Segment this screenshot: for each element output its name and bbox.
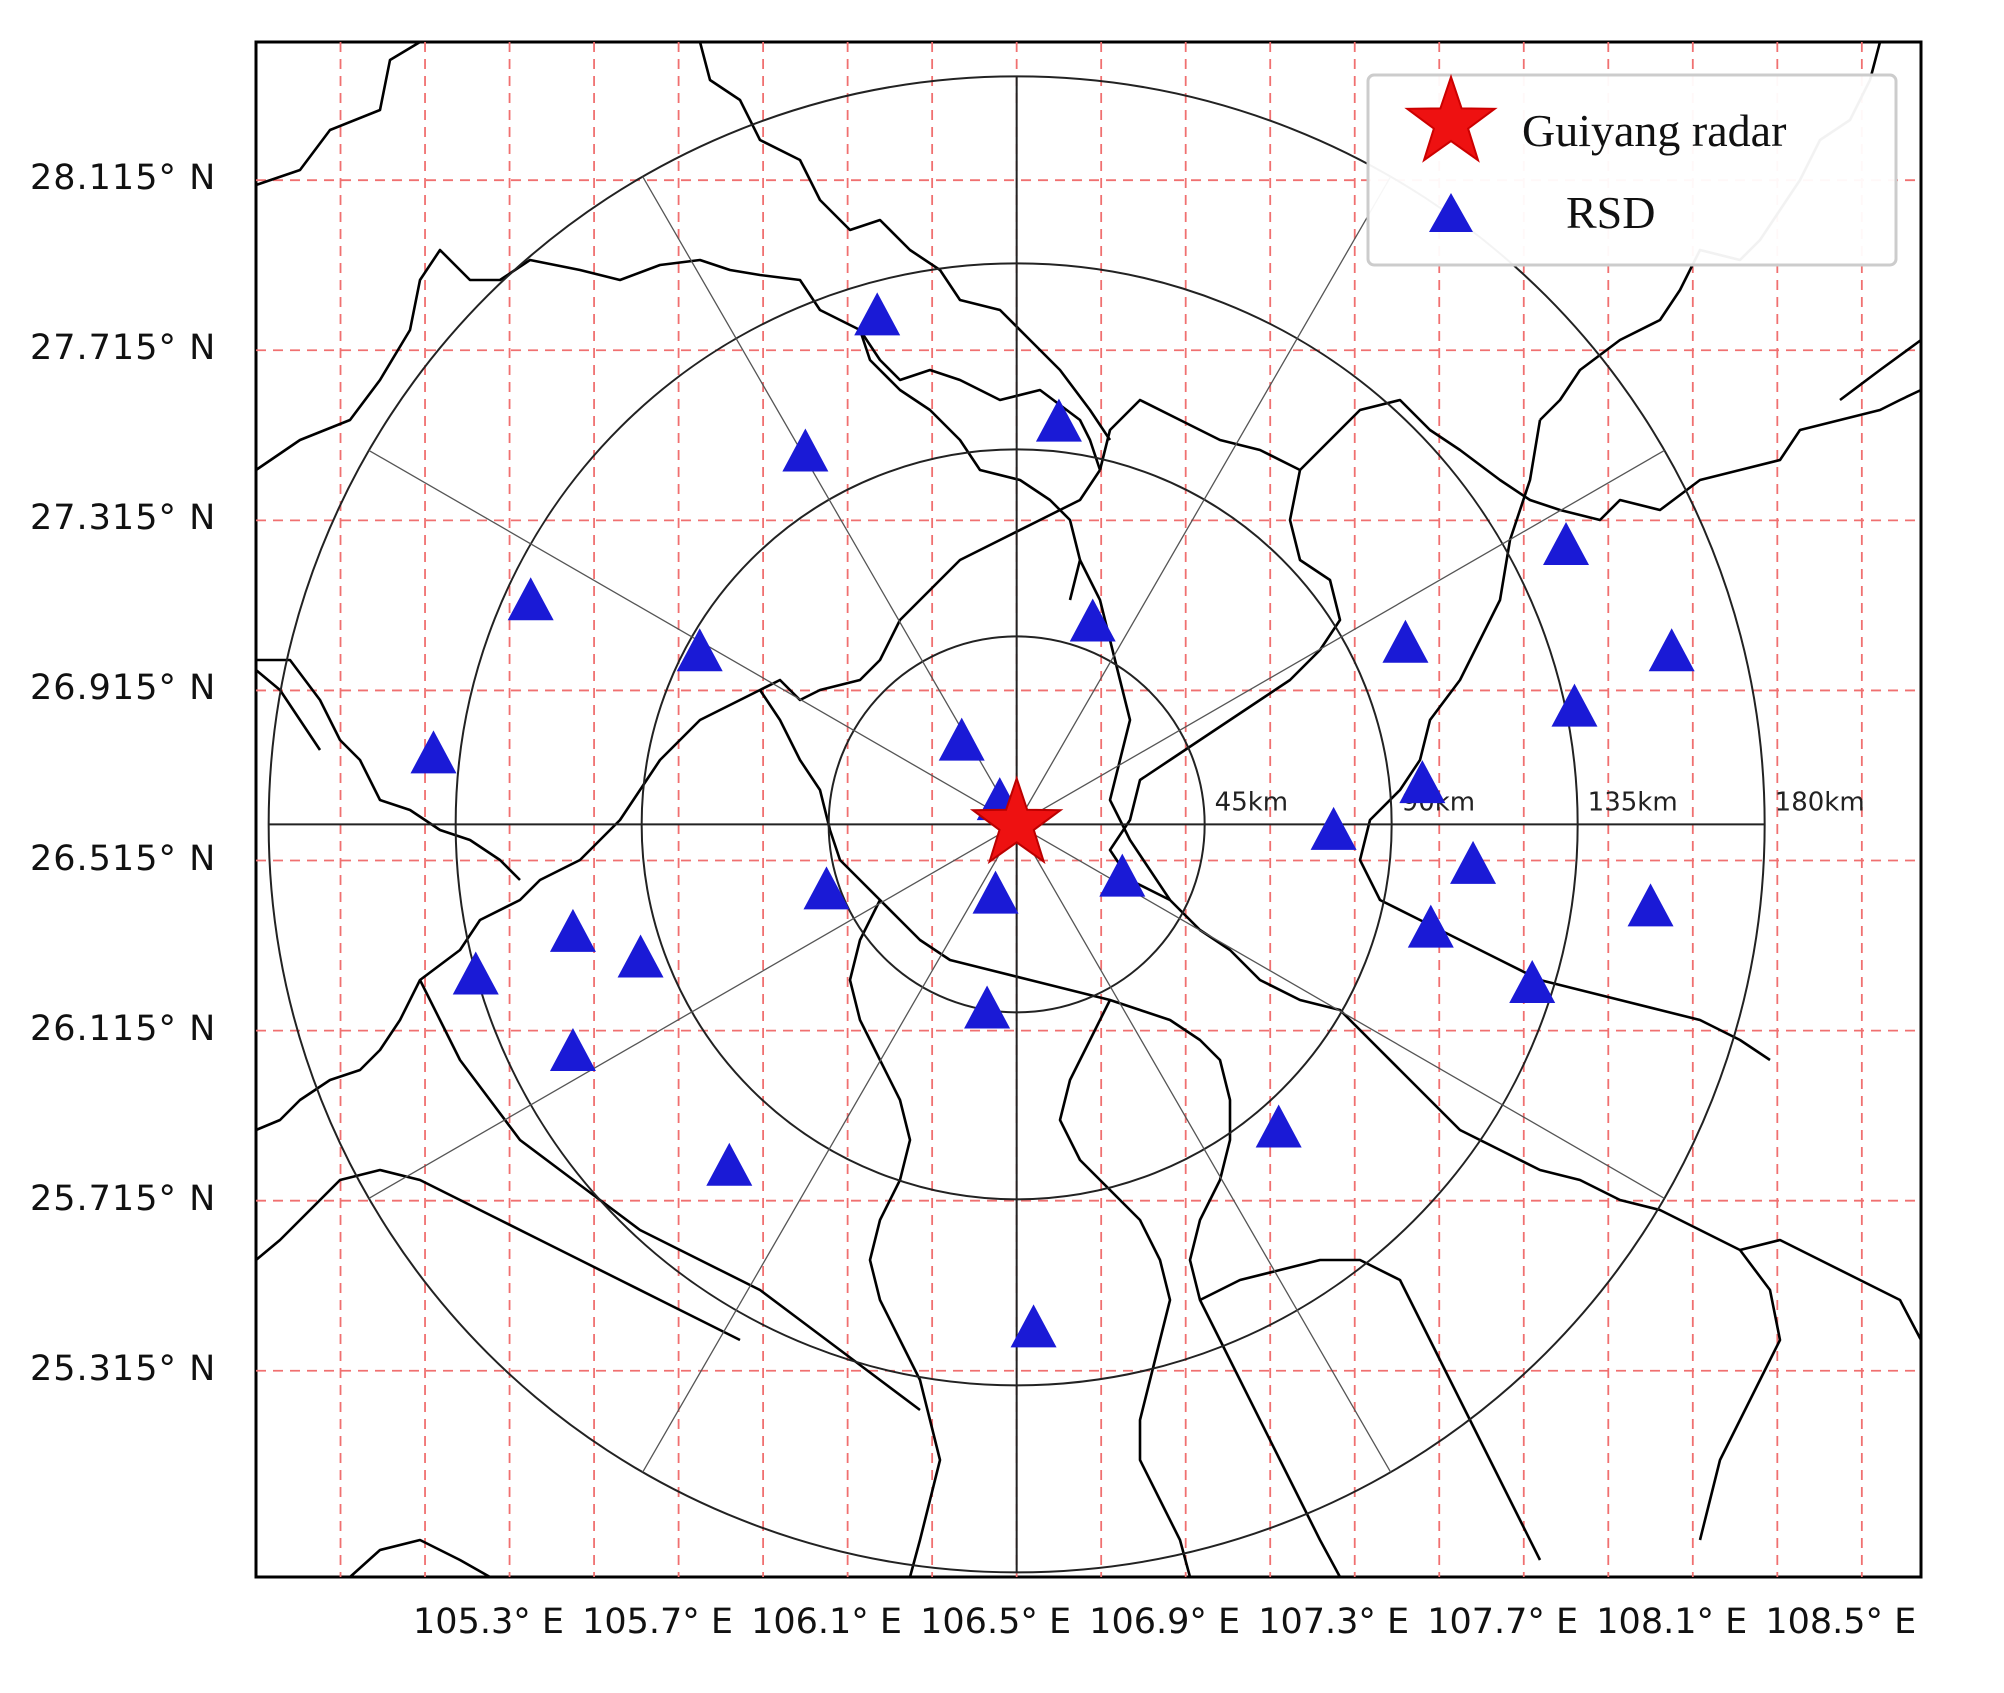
boundary-line: [1058, 999, 1192, 1578]
guiyang-radar-star-icon: [969, 775, 1064, 865]
boundary-line: [256, 658, 521, 881]
rsd-station-marker: [938, 717, 985, 761]
boundary-line: [848, 899, 942, 1578]
boundary-line: [1098, 388, 1922, 522]
rsd-stations: [410, 292, 1695, 1348]
legend-box: [1366, 73, 1898, 267]
lon-tick-label: 107.3° E: [1258, 1602, 1410, 1642]
boundary-line: [1078, 559, 1172, 901]
rsd-station-marker: [410, 730, 457, 774]
rsd-station-marker: [1450, 840, 1497, 884]
lat-tick-label: 27.315° N: [30, 498, 217, 539]
lat-tick-label: 27.715° N: [30, 328, 217, 369]
lat-tick-label: 28.115° N: [30, 158, 217, 199]
rsd-station-marker: [803, 866, 850, 910]
legend: Guiyang radar RSD: [1366, 73, 1898, 267]
rsd-station-marker: [1407, 904, 1454, 948]
rsd-station-marker: [1509, 959, 1556, 1003]
boundary-line: [255, 669, 322, 751]
rsd-station-marker: [1648, 628, 1695, 672]
range-ring-label: 180km: [1775, 787, 1865, 817]
lon-tick-label: 108.1° E: [1596, 1602, 1748, 1642]
rsd-station-marker: [549, 908, 596, 952]
lat-tick-label: 25.715° N: [30, 1178, 217, 1219]
boundary-line: [698, 41, 1112, 441]
rsd-station-marker: [1099, 853, 1146, 897]
boundary-line: [255, 40, 421, 187]
lat-tick-label: 26.515° N: [30, 838, 217, 879]
rsd-station-marker: [1069, 598, 1116, 642]
rsd-station-marker: [1255, 1104, 1302, 1148]
range-ring-label: 45km: [1215, 787, 1288, 817]
boundary-line: [255, 248, 1102, 472]
rsd-station-marker: [964, 985, 1011, 1029]
lon-tick-label: 105.3° E: [413, 1602, 564, 1642]
boundary-line: [1739, 1238, 1923, 1341]
boundary-line: [255, 1168, 741, 1342]
county-boundaries: [255, 40, 1923, 1579]
radar-marker-group: [969, 775, 1064, 865]
boundary-line: [255, 469, 1102, 1132]
lat-tick-label: 25.315° N: [30, 1348, 217, 1389]
legend-rsd-label: RSD: [1566, 187, 1655, 238]
boundary-line: [349, 1538, 491, 1579]
rsd-station-marker: [782, 428, 829, 472]
lon-tick-label: 106.9° E: [1089, 1602, 1241, 1642]
lon-tick-label: 105.7° E: [582, 1602, 733, 1642]
radial-spoke: [642, 176, 1018, 825]
radial-spoke: [1016, 824, 1392, 1473]
radial-spoke: [1016, 176, 1392, 825]
legend-rsd-triangle-icon: [1429, 193, 1473, 232]
boundary-line: [1839, 338, 1922, 402]
boundary-line: [758, 689, 1342, 1578]
rsd-station-marker: [1543, 521, 1590, 565]
boundary-line: [418, 979, 921, 1412]
rsd-station-marker: [1010, 1304, 1057, 1348]
boundary-line: [1108, 469, 1782, 1541]
rsd-station-marker: [1551, 683, 1598, 727]
rsd-station-marker: [1035, 398, 1082, 442]
rsd-station-marker: [676, 628, 723, 672]
rsd-station-marker: [549, 1027, 596, 1071]
radial-spoke: [642, 824, 1018, 1473]
boundary-line: [858, 329, 1082, 601]
rsd-station-marker: [1627, 883, 1674, 927]
lat-tick-label: 26.115° N: [30, 1008, 217, 1049]
radial-spoke: [368, 823, 1017, 1199]
map-frame: [254, 40, 1923, 1579]
rsd-station-marker: [1310, 806, 1357, 850]
lon-tick-label: 107.7° E: [1427, 1602, 1579, 1642]
rsd-station-marker: [972, 870, 1019, 914]
range-ring-label: 135km: [1588, 787, 1678, 817]
radial-spoke: [1016, 449, 1665, 825]
lon-tick-label: 108.5° E: [1765, 1602, 1917, 1642]
rsd-station-marker: [1399, 760, 1446, 804]
rsd-station-marker: [452, 951, 499, 995]
rsd-station-marker: [1382, 619, 1429, 663]
rsd-station-marker: [706, 1142, 753, 1186]
boundary-line: [1199, 1258, 1542, 1561]
legend-radar-label: Guiyang radar: [1522, 105, 1786, 156]
legend-radar-star-icon: [1404, 73, 1498, 163]
boundary-line: [1358, 419, 1771, 1062]
range-rings: 45km90km135km180km: [267, 75, 1865, 1574]
lon-tick-label: 106.5° E: [920, 1602, 1072, 1642]
radial-spoke: [368, 449, 1017, 825]
rsd-station-marker: [617, 934, 664, 978]
rsd-station-marker: [854, 292, 901, 336]
rsd-station-marker: [507, 577, 554, 621]
lon-tick-label: 106.1° E: [751, 1602, 903, 1642]
lat-tick-label: 26.915° N: [30, 668, 217, 709]
